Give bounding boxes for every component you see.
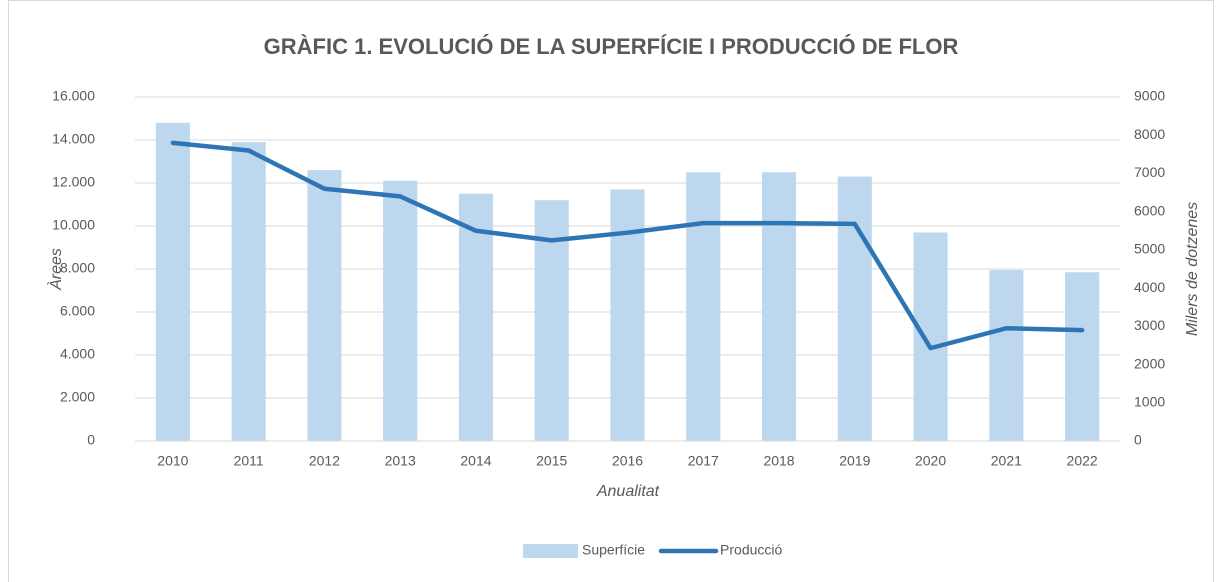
x-tick-label: 2016 — [612, 453, 643, 469]
y2-tick-label: 8000 — [1134, 126, 1165, 142]
x-tick-label: 2019 — [839, 453, 870, 469]
chart-title: GRÀFIC 1. EVOLUCIÓ DE LA SUPERFÍCIE I PR… — [264, 34, 959, 59]
bar — [913, 232, 948, 441]
y2-tick-label: 9000 — [1134, 88, 1165, 104]
y-axis-title: Àrees — [46, 248, 65, 291]
bar — [989, 270, 1024, 441]
x-tick-label: 2017 — [688, 453, 719, 469]
y2-tick-label: 3000 — [1134, 317, 1165, 333]
y-tick-label: 4.000 — [60, 346, 95, 362]
x-tick-label: 2020 — [915, 453, 946, 469]
y-tick-label: 10.000 — [52, 217, 95, 233]
y2-tick-label: 4000 — [1134, 279, 1165, 295]
y2-tick-label: 5000 — [1134, 241, 1165, 257]
bar — [458, 193, 494, 441]
x-tick-label: 2013 — [385, 453, 416, 469]
x-tick-label: 2018 — [763, 453, 794, 469]
y-tick-label: 8.000 — [60, 260, 95, 276]
y-tick-label: 6.000 — [60, 303, 95, 319]
y-tick-label: 16.000 — [52, 88, 95, 104]
bar — [383, 180, 418, 441]
x-tick-label: 2014 — [460, 453, 491, 469]
y-tick-label: 12.000 — [52, 174, 95, 190]
bar — [686, 172, 721, 441]
y-tick-label: 0 — [87, 432, 95, 448]
y2-tick-label: 7000 — [1134, 164, 1165, 180]
bar — [837, 176, 872, 442]
bar — [610, 189, 645, 441]
legend-label: Superfície — [582, 542, 645, 558]
y-tick-label: 14.000 — [52, 131, 95, 147]
bar — [231, 142, 266, 441]
y2-axis-title: Milers de dotzenes — [1184, 202, 1201, 336]
bar — [1065, 272, 1100, 441]
y2-tick-label: 0 — [1134, 432, 1142, 448]
x-axis-title: Anualitat — [596, 483, 660, 500]
x-tick-label: 2011 — [234, 453, 264, 469]
line — [170, 140, 1085, 351]
x-tick-label: 2010 — [157, 453, 188, 469]
bar — [761, 172, 797, 441]
y2-tick-label: 6000 — [1134, 202, 1165, 218]
bar — [307, 170, 342, 441]
x-tick-label: 2015 — [536, 453, 567, 469]
legend-label: Producció — [720, 542, 782, 558]
x-tick-label: 2012 — [309, 453, 340, 469]
bar — [534, 200, 569, 441]
x-tick-label: 2021 — [991, 453, 1022, 469]
y-tick-label: 2.000 — [60, 389, 95, 405]
x-tick-label: 2022 — [1067, 453, 1098, 469]
y2-tick-label: 2000 — [1134, 355, 1165, 371]
legend-swatch — [523, 544, 578, 558]
bar — [155, 122, 190, 442]
y2-tick-label: 1000 — [1134, 393, 1165, 409]
